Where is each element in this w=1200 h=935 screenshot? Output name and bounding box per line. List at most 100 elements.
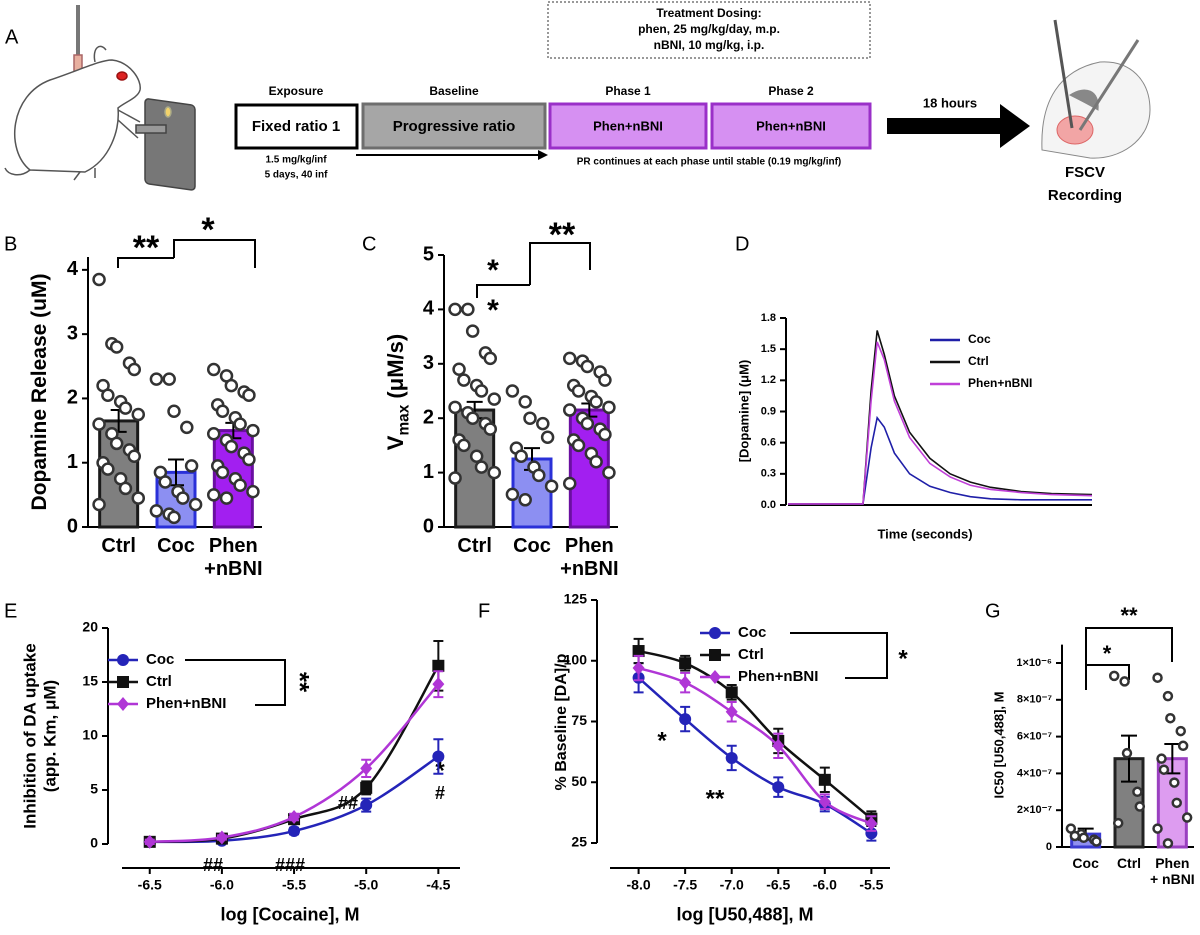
data-point xyxy=(536,416,550,431)
data-point xyxy=(589,454,603,469)
legend-marker xyxy=(709,649,721,661)
y-tick-label: 2 xyxy=(67,387,78,409)
data-point xyxy=(598,373,612,387)
y-tick-label: 1 xyxy=(67,451,78,473)
data-point xyxy=(167,510,181,525)
data-point xyxy=(461,302,475,317)
marker xyxy=(818,794,831,809)
x-tick-label: -5.5 xyxy=(859,877,883,893)
significance-label: * xyxy=(487,294,499,327)
schematic: A Treatment Dosing: phen, 25 mg/kg/day, … xyxy=(4,1,1151,204)
stage-text: Progressive ratio xyxy=(393,118,516,135)
legend-label: Phen+nBNI xyxy=(968,376,1032,390)
data-point xyxy=(562,476,577,491)
exposure-note: 1.5 mg/kg/inf xyxy=(265,155,327,166)
panel-label: F xyxy=(478,600,490,622)
data-point xyxy=(474,460,489,474)
significance-label: * xyxy=(898,645,908,672)
data-point xyxy=(523,411,537,425)
pr-note: PR continues at each phase until stable … xyxy=(577,157,842,168)
stage-box xyxy=(361,102,547,150)
significance-label: ** xyxy=(549,216,576,254)
data-point xyxy=(571,438,586,453)
y-tick-label: 0.0 xyxy=(761,499,776,511)
data-point xyxy=(246,423,260,438)
bracket xyxy=(1085,627,1173,665)
treatment-line: phen, 25 mg/kg/day, m.p. xyxy=(638,22,780,36)
stage-label: Baseline xyxy=(429,84,479,98)
data-point xyxy=(1165,712,1176,724)
data-point xyxy=(1091,836,1102,847)
data-point xyxy=(206,488,221,502)
significance-label: ## xyxy=(203,855,223,875)
endpoint: FSCV xyxy=(1065,164,1105,181)
data-point xyxy=(474,384,489,398)
legend-marker xyxy=(117,697,129,711)
data-point xyxy=(101,388,115,402)
marker xyxy=(360,781,373,794)
brain-slice xyxy=(1041,19,1151,159)
marker xyxy=(215,830,228,845)
marker xyxy=(288,810,301,824)
y-tick-label: 5 xyxy=(423,243,434,265)
data-point xyxy=(131,407,146,422)
data-point xyxy=(92,272,106,287)
x-tick-label: Phen +nBNI xyxy=(560,535,619,580)
data-point xyxy=(1152,672,1163,683)
error-bar xyxy=(1121,734,1137,783)
marker xyxy=(725,704,738,719)
data-point xyxy=(505,384,520,398)
series-line xyxy=(788,415,1092,505)
y-axis-label-part: (μM/s) xyxy=(382,333,408,405)
data-point xyxy=(1169,777,1180,788)
data-point xyxy=(149,504,164,518)
y-tick-label: 2×10⁻⁷ xyxy=(1017,804,1053,816)
data-point xyxy=(1121,747,1133,759)
significance-label: # xyxy=(435,783,445,803)
big-arrow xyxy=(887,104,1030,148)
data-point xyxy=(219,491,234,505)
treatment-title: Treatment Dosing: xyxy=(656,6,761,20)
panel-label: D xyxy=(735,233,749,255)
y-tick-label: 8×10⁻⁷ xyxy=(1017,694,1053,706)
panel-label: B xyxy=(4,233,17,255)
y-tick-label: 1.5 xyxy=(761,343,776,355)
treatment-box xyxy=(547,1,871,59)
series-line xyxy=(638,666,872,825)
x-tick-label: -7.0 xyxy=(720,877,744,893)
data-point xyxy=(540,430,555,444)
x-tick-label: -6.0 xyxy=(813,877,837,893)
data-point xyxy=(1078,832,1089,844)
y-tick-label: 1.2 xyxy=(761,374,776,386)
data-point xyxy=(206,362,221,377)
y-tick-label: 0 xyxy=(423,515,434,537)
data-point xyxy=(602,400,616,415)
treatment-line: nBNI, 10 mg/kg, i.p. xyxy=(654,38,765,52)
marker xyxy=(865,816,878,831)
marker xyxy=(632,661,645,676)
y-axis-label: Vmax (μM/s) xyxy=(383,334,413,450)
legend-marker xyxy=(709,670,721,684)
y-tick-label: 5 xyxy=(90,781,98,797)
x-tick-label: Ctrl xyxy=(457,535,492,557)
bracket xyxy=(790,632,888,679)
marker xyxy=(632,645,645,658)
data-point xyxy=(127,362,142,377)
data-point xyxy=(1162,690,1174,702)
data-point xyxy=(518,493,532,507)
data-point xyxy=(101,462,115,476)
y-tick-label: 1×10⁻⁶ xyxy=(1016,657,1052,669)
stage-label: Phase 1 xyxy=(605,84,651,98)
marker xyxy=(679,675,692,690)
stage-label: Exposure xyxy=(269,84,324,98)
data-point xyxy=(242,452,256,467)
y-tick-label: 0 xyxy=(1046,841,1052,853)
x-tick-label: Ctrl xyxy=(1116,855,1142,871)
data-point xyxy=(532,468,546,483)
data-point xyxy=(92,417,106,431)
y-tick-label: 3 xyxy=(423,352,434,374)
data-point xyxy=(118,481,133,496)
data-point xyxy=(1175,725,1186,737)
stage-text: Phen+nBNI xyxy=(756,118,826,133)
significance-label: * xyxy=(201,211,215,249)
